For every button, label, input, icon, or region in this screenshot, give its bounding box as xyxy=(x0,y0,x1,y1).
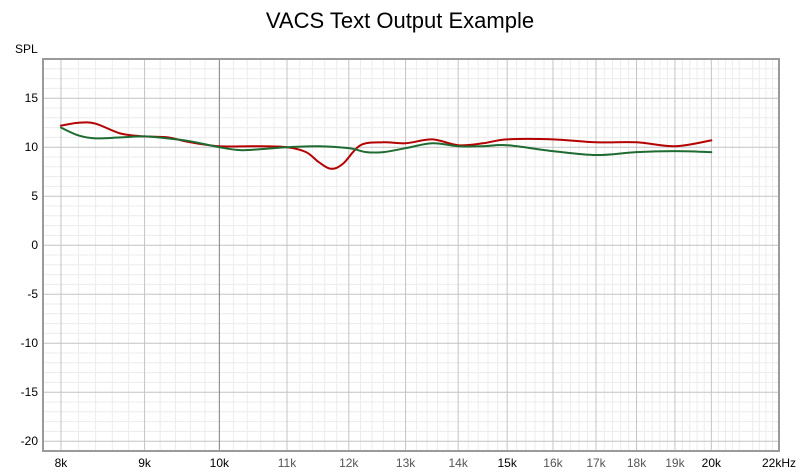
y-tick-label: 10 xyxy=(25,140,39,154)
x-tick-label: 22kHz xyxy=(762,456,796,470)
y-tick-label: 0 xyxy=(31,238,38,252)
x-tick-label: 14k xyxy=(449,456,469,470)
x-tick-label: 8k xyxy=(55,456,69,470)
x-tick-label: 18k xyxy=(627,456,647,470)
y-tick-label: -5 xyxy=(27,287,38,301)
x-tick-label: 12k xyxy=(339,456,359,470)
series-line xyxy=(59,126,713,157)
y-tick-label: 5 xyxy=(31,189,38,203)
x-tick-label: 16k xyxy=(543,456,563,470)
y-axis-label: SPL xyxy=(15,42,38,56)
x-tick-label: 11k xyxy=(278,456,297,470)
x-tick-label: 15k xyxy=(497,456,517,470)
y-tick-label: 15 xyxy=(25,91,39,105)
y-tick-label: -20 xyxy=(21,434,39,448)
x-tick-label: 10k xyxy=(210,456,230,470)
x-tick-label: 19k xyxy=(665,456,685,470)
x-tick-label: 9k xyxy=(138,456,152,470)
x-tick-label: 17k xyxy=(586,456,606,470)
y-tick-label: -15 xyxy=(21,385,39,399)
x-tick-label: 13k xyxy=(396,456,416,470)
x-tick-label: 20k xyxy=(702,456,722,470)
plot-frame xyxy=(42,58,780,452)
chart-title: VACS Text Output Example xyxy=(265,8,535,33)
y-tick-label: -10 xyxy=(21,336,39,350)
